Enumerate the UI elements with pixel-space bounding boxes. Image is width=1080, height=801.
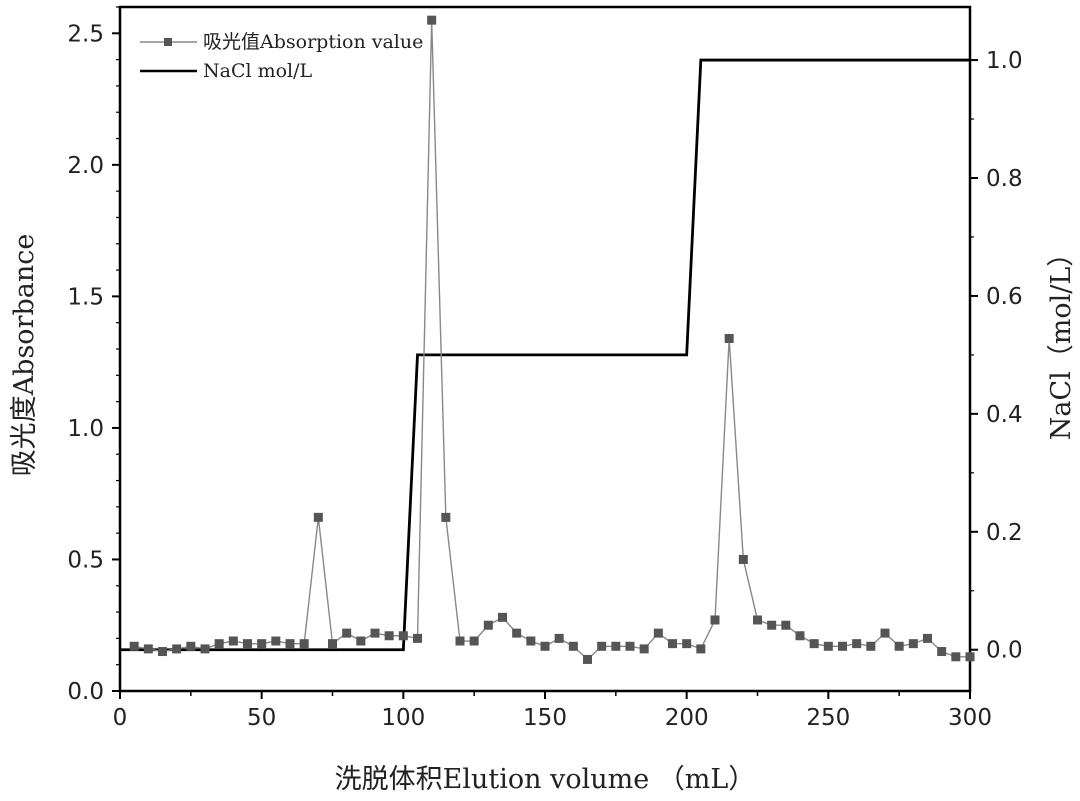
nacl-line bbox=[120, 58, 970, 652]
absorption-point bbox=[356, 636, 366, 646]
absorption-point bbox=[427, 15, 437, 25]
x-tick-label: 200 bbox=[665, 705, 709, 731]
absorption-point bbox=[738, 554, 748, 564]
absorption-point bbox=[611, 641, 621, 651]
absorption-point bbox=[852, 639, 862, 649]
absorption-point bbox=[498, 612, 507, 622]
absorption-point bbox=[639, 644, 649, 654]
absorption-point bbox=[129, 641, 139, 651]
x-tick-label: 100 bbox=[381, 705, 425, 731]
absorption-point bbox=[951, 652, 961, 662]
absorption-point bbox=[554, 633, 564, 643]
absorption-point bbox=[767, 620, 777, 630]
y-tick-label: 1.0 bbox=[67, 416, 104, 442]
absorption-point bbox=[313, 512, 323, 522]
absorption-point bbox=[809, 639, 819, 649]
x-axis-title: 洗脱体积Elution volume （mL） bbox=[335, 764, 756, 795]
absorption-point bbox=[781, 620, 791, 630]
y2-axis-title: NaCl（mol/L） bbox=[1046, 240, 1077, 441]
y-tick-label: 0.0 bbox=[67, 679, 104, 705]
absorption-point bbox=[328, 639, 337, 649]
absorption-point bbox=[724, 333, 734, 343]
absorption-point bbox=[483, 620, 493, 630]
absorption-point bbox=[838, 641, 847, 651]
absorption-point bbox=[795, 631, 805, 641]
absorption-point bbox=[299, 639, 309, 649]
y-tick-label: 2.5 bbox=[67, 21, 104, 47]
absorption-point bbox=[512, 628, 522, 638]
absorption-point bbox=[753, 615, 762, 625]
legend: 吸光值Absorption value NaCl mol/L bbox=[140, 31, 423, 82]
absorption-point bbox=[696, 644, 706, 654]
x-tick-label: 0 bbox=[113, 705, 128, 731]
y-tick-label: 2.0 bbox=[67, 153, 104, 179]
absorption-point bbox=[257, 639, 267, 649]
y-axis-title: 吸光度Absorbance bbox=[9, 234, 40, 477]
x-tick-label: 150 bbox=[523, 705, 567, 731]
y2-tick-label: 1.0 bbox=[986, 48, 1023, 74]
absorption-point bbox=[186, 641, 196, 651]
absorption-point bbox=[568, 641, 578, 651]
plot-frame bbox=[118, 5, 972, 693]
absorption-point bbox=[172, 644, 182, 654]
absorption-point bbox=[923, 633, 932, 643]
absorption-point bbox=[455, 636, 465, 646]
absorption-point bbox=[243, 639, 252, 649]
y-tick-label: 1.5 bbox=[67, 284, 104, 310]
absorption-point bbox=[441, 512, 451, 522]
absorption-point bbox=[271, 636, 281, 646]
absorption-point bbox=[540, 641, 550, 651]
plot-border bbox=[118, 5, 972, 693]
y2-tick-label: 0.6 bbox=[986, 284, 1023, 310]
series-layer bbox=[120, 15, 975, 664]
legend-absorption-marker bbox=[164, 38, 172, 46]
absorption-point bbox=[625, 641, 635, 651]
x-tick-label: 50 bbox=[247, 705, 276, 731]
absorption-point bbox=[214, 639, 224, 649]
y2-axis-ticks: 0.0 0.2 0.4 0.6 0.8 1.0 bbox=[970, 48, 1023, 664]
absorption-point bbox=[965, 652, 975, 662]
y2-tick-label: 0.8 bbox=[986, 166, 1023, 192]
absorption-point bbox=[866, 641, 876, 651]
absorption-point bbox=[597, 641, 607, 651]
absorption-point bbox=[823, 641, 833, 651]
absorption-point bbox=[370, 628, 380, 638]
absorption-point bbox=[384, 631, 394, 641]
absorption-point bbox=[526, 636, 536, 646]
absorption-point bbox=[908, 639, 918, 649]
absorption-line bbox=[134, 20, 970, 661]
x-tick-label: 300 bbox=[948, 705, 992, 731]
absorption-point bbox=[469, 636, 479, 646]
absorption-point bbox=[682, 639, 692, 649]
absorption-point bbox=[158, 647, 167, 657]
absorption-point bbox=[880, 628, 890, 638]
y-axis-ticks: 0.0 0.5 1.0 1.5 2.0 2.5 bbox=[67, 6, 120, 705]
absorption-point bbox=[894, 641, 904, 651]
absorption-point bbox=[937, 647, 947, 657]
y-tick-label: 0.5 bbox=[67, 547, 104, 573]
absorption-point bbox=[710, 615, 720, 625]
absorption-point bbox=[413, 633, 422, 643]
y2-tick-label: 0.2 bbox=[986, 520, 1023, 546]
x-tick-label: 250 bbox=[806, 705, 850, 731]
legend-nacl-label: NaCl mol/L bbox=[203, 60, 313, 82]
absorption-point bbox=[285, 639, 295, 649]
absorption-point bbox=[653, 628, 663, 638]
x-axis-ticks: 0 50 100 150 200 250 300 bbox=[113, 691, 992, 731]
absorption-point bbox=[668, 639, 677, 649]
absorption-point bbox=[342, 628, 352, 638]
absorption-point bbox=[228, 636, 238, 646]
absorption-point bbox=[398, 631, 408, 641]
absorption-point bbox=[200, 644, 210, 654]
absorption-point bbox=[143, 644, 153, 654]
y2-tick-label: 0.0 bbox=[986, 638, 1023, 664]
y2-tick-label: 0.4 bbox=[986, 402, 1023, 428]
legend-absorption-label: 吸光值Absorption value bbox=[203, 31, 423, 53]
absorption-point bbox=[583, 654, 592, 664]
